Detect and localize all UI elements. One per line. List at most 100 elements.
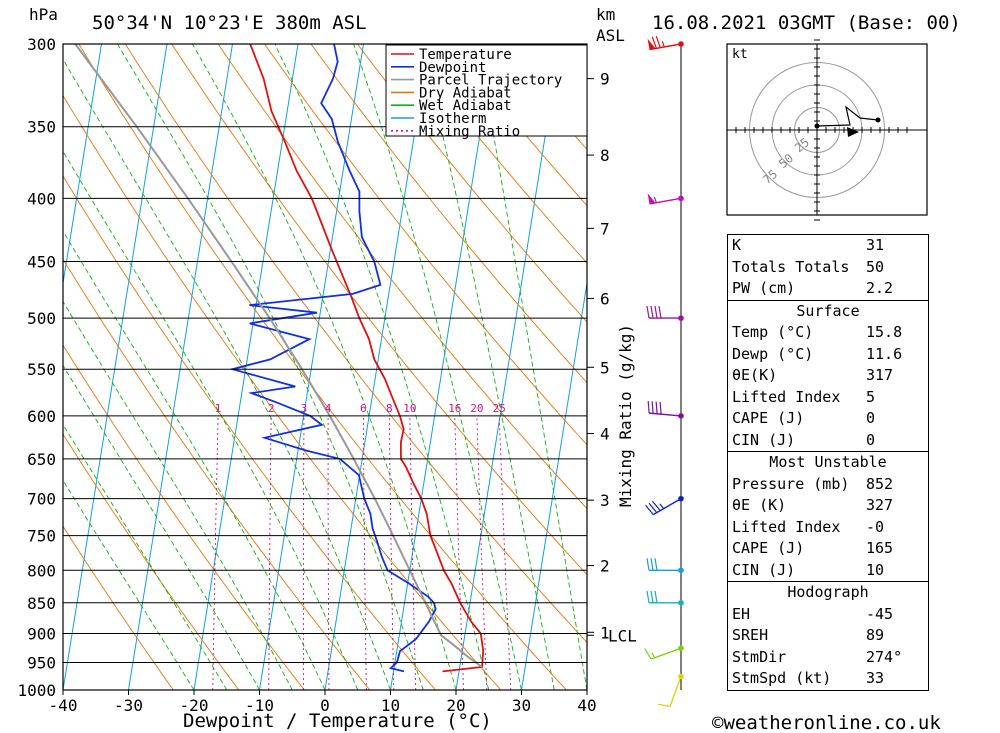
mixing-ratio-line	[362, 415, 367, 690]
wet-adiabat-line	[63, 58, 391, 690]
stat-row: CAPE (J) 165	[728, 538, 928, 560]
mixing-ratio-axis-label: Mixing Ratio (g/kg)	[616, 324, 635, 507]
stat-label: Pressure (mb)	[732, 474, 850, 493]
stat-value: 50	[866, 257, 885, 276]
stat-label: StmDir	[732, 647, 787, 666]
pressure-tick-label: 850	[27, 594, 56, 613]
isotherm-line	[259, 44, 364, 690]
stat-label: θE (K)	[732, 496, 787, 514]
pressure-tick-label: 450	[27, 253, 56, 272]
stat-value: 2.2	[866, 279, 894, 297]
legend-label: Isotherm	[419, 111, 486, 127]
mixing-ratio-label: 1	[215, 402, 222, 415]
km-tick-label: 9	[600, 70, 610, 89]
hodograph-trace	[816, 105, 879, 127]
stat-row: CIN (J) 0	[728, 430, 928, 452]
lcl-label: LCL	[608, 626, 637, 645]
stat-row: θE(K) 317	[728, 365, 928, 387]
mixing-ratio-line	[302, 415, 305, 690]
pressure-tick-label: 350	[27, 118, 56, 137]
pressure-unit-label: hPa	[29, 5, 58, 24]
stat-label: PW (cm)	[732, 279, 796, 297]
wind-barb	[647, 400, 684, 419]
location-label: 50°34'N 10°23'E 380m ASL	[92, 12, 367, 34]
wet-adiabat-line	[63, 230, 326, 690]
mixing-ratio-label: 16	[448, 402, 461, 415]
stat-label: Temp (°C)	[732, 323, 814, 341]
km-tick-label: 2	[600, 557, 610, 576]
km-tick-label: 5	[600, 358, 610, 377]
pressure-tick-label: 400	[27, 189, 56, 208]
wind-barb	[644, 645, 684, 660]
hodograph-point	[814, 123, 820, 129]
stat-value: 89	[866, 626, 885, 644]
temperature-tick-label: -20	[180, 696, 209, 715]
km-tick-label: 7	[600, 219, 610, 238]
km-tick-label: 8	[600, 146, 610, 165]
dry-adiabat-line	[63, 525, 174, 690]
wind-barb	[646, 558, 684, 574]
hodograph-stats-title: Hodograph	[728, 581, 928, 604]
stat-value: 31	[866, 236, 885, 254]
mixing-ratio-line	[388, 415, 395, 690]
hodograph-unit: kt	[732, 47, 748, 62]
most-unstable-title: Most Unstable	[728, 451, 928, 474]
temperature-tick-label: 40	[577, 696, 596, 715]
stat-row: θE (K) 327	[728, 495, 928, 517]
wet-adiabat-line	[192, 44, 457, 690]
stat-row: StmSpd (kt) 33	[728, 668, 928, 690]
wind-barb	[645, 495, 684, 516]
isotherm-line	[455, 44, 561, 690]
wind-barb	[647, 35, 684, 51]
pressure-tick-label: 550	[27, 360, 56, 379]
stat-value: 165	[866, 539, 894, 557]
stat-value: 317	[866, 366, 894, 384]
stat-value: 10	[866, 560, 885, 579]
pressure-tick-label: 950	[27, 653, 56, 672]
legend-label: Mixing Ratio	[419, 124, 520, 140]
stat-row: Lifted Index -0	[728, 517, 928, 539]
stat-value: 0	[866, 430, 876, 449]
stat-row: PW (cm) 2.2	[728, 278, 928, 300]
pressure-tick-label: 1000	[17, 681, 56, 700]
storm-motion-marker	[847, 127, 859, 137]
wind-barb	[646, 305, 684, 321]
legend-label: Temperature	[419, 47, 512, 63]
stat-value: 33	[866, 669, 885, 687]
stat-label: θE(K)	[732, 366, 778, 384]
mixing-ratio-label: 2	[268, 402, 275, 415]
temperature-tick-label: 0	[320, 696, 330, 715]
temperature-tick-label: -10	[245, 696, 274, 715]
dry-adiabat-line	[403, 44, 587, 264]
stat-value: 274°	[866, 647, 903, 666]
km-tick-label: 4	[600, 425, 610, 444]
mixing-ratio-line	[212, 415, 219, 690]
x-axis-label: Dewpoint / Temperature (°C)	[183, 710, 492, 732]
temperature-tick-label: 20	[446, 696, 465, 715]
stat-row: SREH 89	[728, 625, 928, 647]
isotherm-line	[63, 44, 168, 690]
temperature-tick-label: -30	[114, 696, 143, 715]
stat-row: CAPE (J) 0	[728, 408, 928, 430]
surface-title: Surface	[728, 299, 928, 323]
stat-label: StmSpd (kt)	[732, 669, 832, 687]
km-tick-label: 3	[600, 491, 610, 510]
dry-adiabat-line	[78, 44, 567, 690]
stat-row: Temp (°C) 15.8	[728, 322, 928, 344]
stat-value: -45	[866, 604, 894, 623]
mixing-ratio-label: 6	[360, 402, 367, 415]
stat-row: EH -45	[728, 604, 928, 626]
pressure-tick-label: 500	[27, 309, 56, 328]
stat-value: 852	[866, 474, 894, 493]
mixing-ratio-label: 3	[301, 402, 308, 415]
stat-row: K 31	[728, 235, 928, 257]
mixing-ratio-label: 10	[403, 402, 416, 415]
stat-label: CAPE (J)	[732, 409, 805, 427]
legend-label: Parcel Trajectory	[419, 73, 562, 89]
stat-label: K	[732, 236, 742, 254]
temperature-line	[249, 44, 485, 673]
mixing-ratio-label: 20	[470, 402, 483, 415]
dewpoint-line	[229, 44, 437, 673]
stat-label: CIN (J)	[732, 430, 796, 449]
mixing-ratio-line	[498, 415, 512, 690]
